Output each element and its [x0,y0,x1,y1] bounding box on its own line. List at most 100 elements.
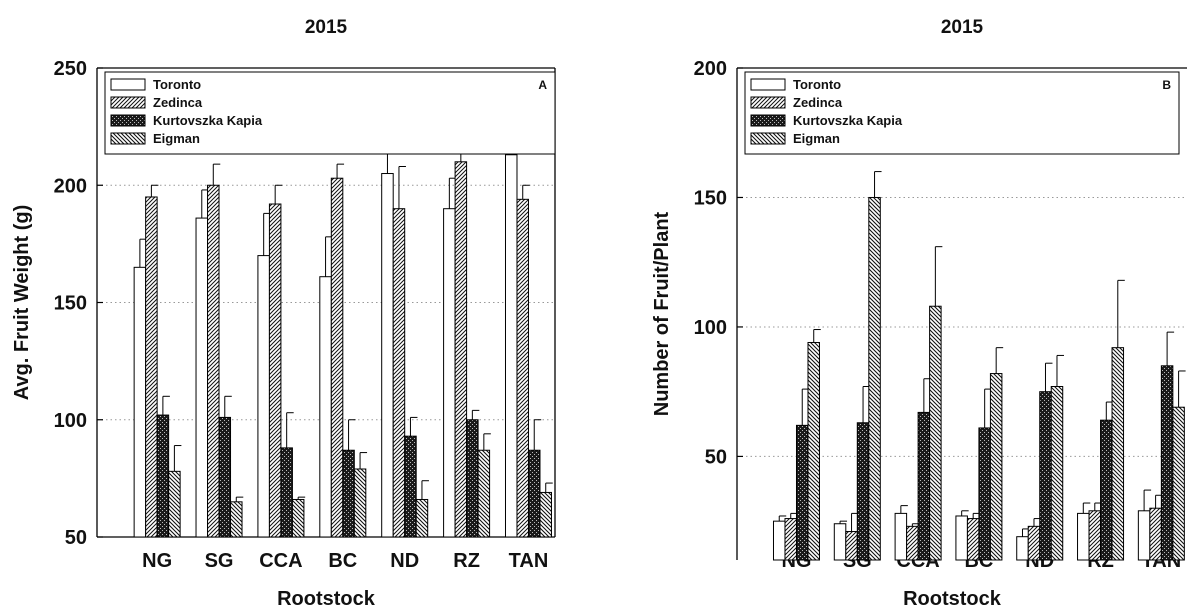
y-axis-label: Number of Fruit/Plant [651,211,673,416]
bar-eigman [230,501,243,538]
bar-zedinca [845,531,858,561]
legend-swatch [110,96,146,109]
legend-label: Eigman [153,131,200,146]
bar-toronto [133,266,147,538]
legend-label: Zedinca [793,95,843,110]
panel-b: 50 100 150 200 2015 Rootstock Number of Fruit/… [651,17,1187,610]
panel-letter: B [1162,78,1171,92]
legend-swatch [110,114,146,127]
x-axis-label: Rootstock [903,588,1002,610]
x-tick-label: SG [205,550,234,572]
legend-swatch [110,78,146,91]
y-tick-label: 150 [54,293,87,315]
legend-swatch [750,96,786,109]
y-tick-label: 150 [694,187,727,209]
y-tick-label: 200 [694,58,727,80]
bar-eigman [1050,386,1064,561]
bar-eigman [415,498,429,538]
bar-zedinca [268,203,282,538]
bar-kurtovszka-kapia [795,424,809,561]
x-tick-label: TAN [509,550,549,572]
bar-eigman [1111,347,1125,561]
bar-kurtovszka-kapia [917,411,931,561]
bar-zedinca [392,208,406,538]
bar-kurtovszka-kapia [1160,365,1174,561]
bar-zedinca [145,196,158,538]
bar-toronto [257,255,270,538]
bar-zedinca [784,518,797,561]
legend-label: Toronto [793,77,841,92]
bar-eigman [477,449,491,538]
bar-kurtovszka-kapia [280,447,293,538]
bar-zedinca [454,161,468,538]
bar-toronto [1137,510,1151,561]
y-tick-label: 100 [694,317,727,339]
chart-title: 2015 [305,17,348,38]
bar-toronto [504,154,518,538]
legend-label: Kurtovszka Kapia [793,113,903,128]
bar-kurtovszka-kapia [466,419,479,538]
bar-kurtovszka-kapia [342,449,355,538]
bar-eigman [807,341,820,561]
bar-eigman [168,470,181,538]
bar-toronto [772,520,786,561]
bar-eigman [539,491,552,538]
x-tick-label: RZ [453,550,480,572]
x-tick-label: BC [328,550,357,572]
bar-toronto [319,276,332,538]
legend-label: Kurtovszka Kapia [153,113,263,128]
bar-eigman [868,196,881,561]
bar-zedinca [330,177,344,538]
legend-swatch [110,132,146,145]
y-tick-label: 200 [54,175,87,197]
bar-kurtovszka-kapia [856,422,870,561]
x-tick-label: CCA [259,550,302,572]
bar-zedinca [906,525,919,561]
bar-toronto [443,208,456,538]
legend [744,71,1180,155]
legend-label: Zedinca [153,95,203,110]
bar-kurtovszka-kapia [1100,419,1113,561]
bar-toronto [955,515,968,561]
bar-kurtovszka-kapia [978,427,991,561]
x-axis-label: Rootstock [277,588,376,610]
bar-zedinca [966,518,980,561]
chart-title: 2015 [941,17,984,38]
bar-zedinca [1149,507,1162,561]
y-tick-label: 50 [705,446,727,468]
panel-a: 50 100 150 200 250 2015 Rootstock Avg. Fruit We… [11,17,556,610]
legend-swatch [750,132,786,145]
bar-zedinca [207,184,220,538]
bar-toronto [195,217,209,538]
bar-eigman [291,498,305,538]
bar-kurtovszka-kapia [1039,391,1052,561]
bar-toronto [1016,536,1029,561]
bar-kurtovszka-kapia [527,449,541,538]
panel-letter: A [538,78,547,92]
bar-zedinca [516,198,529,538]
bar-eigman [929,305,942,561]
y-tick-label: 50 [65,527,87,549]
bar-toronto [381,173,394,538]
bar-zedinca [1027,525,1041,561]
bar-toronto [833,523,847,561]
x-tick-label: NG [142,550,172,572]
bar-kurtovszka-kapia [218,416,232,538]
legend-swatch [750,78,786,91]
bar-zedinca [1088,510,1102,561]
legend-label: Eigman [793,131,840,146]
x-tick-label: ND [390,550,419,572]
y-axis-label: Avg. Fruit Weight (g) [11,205,33,401]
y-tick-label: 250 [54,58,87,80]
legend-swatch [750,114,786,127]
bar-eigman [353,468,367,538]
bar-eigman [989,373,1003,561]
bar-toronto [1077,512,1090,561]
bar-toronto [894,512,908,561]
bar-eigman [1172,406,1185,561]
y-tick-label: 100 [54,410,87,432]
bar-kurtovszka-kapia [404,435,417,538]
legend [104,71,556,155]
bar-kurtovszka-kapia [156,414,170,538]
